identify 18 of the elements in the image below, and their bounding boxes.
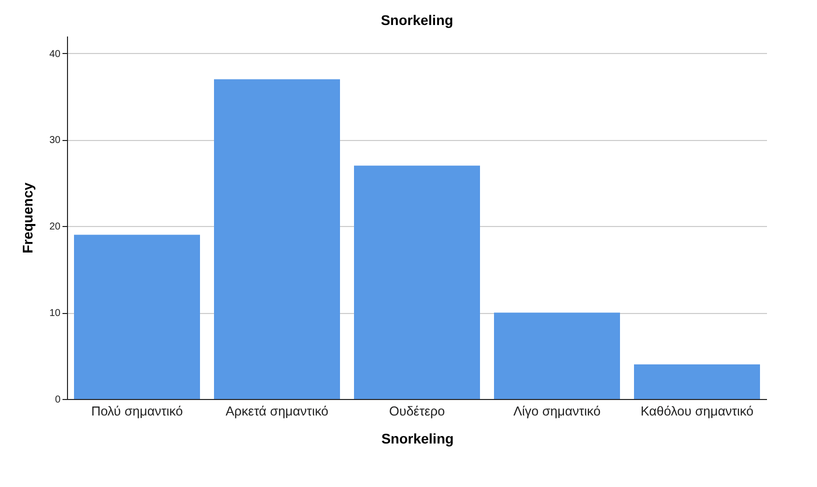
bar — [354, 166, 480, 399]
y-tick-label: 30 — [49, 135, 61, 146]
bar — [634, 364, 760, 399]
x-axis-title: Snorkeling — [381, 430, 454, 446]
bar — [214, 79, 340, 399]
x-tick-label: Αρκετά σημαντικό — [226, 404, 328, 418]
x-tick-label: Καθόλου σημαντικό — [640, 404, 754, 418]
x-tick-label: Λίγο σημαντικό — [513, 404, 601, 418]
y-tick-label: 10 — [49, 308, 61, 320]
bar — [74, 234, 200, 399]
x-tick-label: Πολύ σημαντικό — [91, 404, 183, 418]
bar — [494, 312, 620, 399]
x-tick-label: Ουδέτερο — [389, 404, 445, 418]
y-axis-title: Frequency — [19, 182, 36, 254]
y-tick-label: 20 — [49, 222, 61, 233]
chart-title: Snorkeling — [380, 12, 454, 28]
y-tick-label: 40 — [49, 48, 61, 60]
y-tick-label: 0 — [54, 394, 61, 406]
